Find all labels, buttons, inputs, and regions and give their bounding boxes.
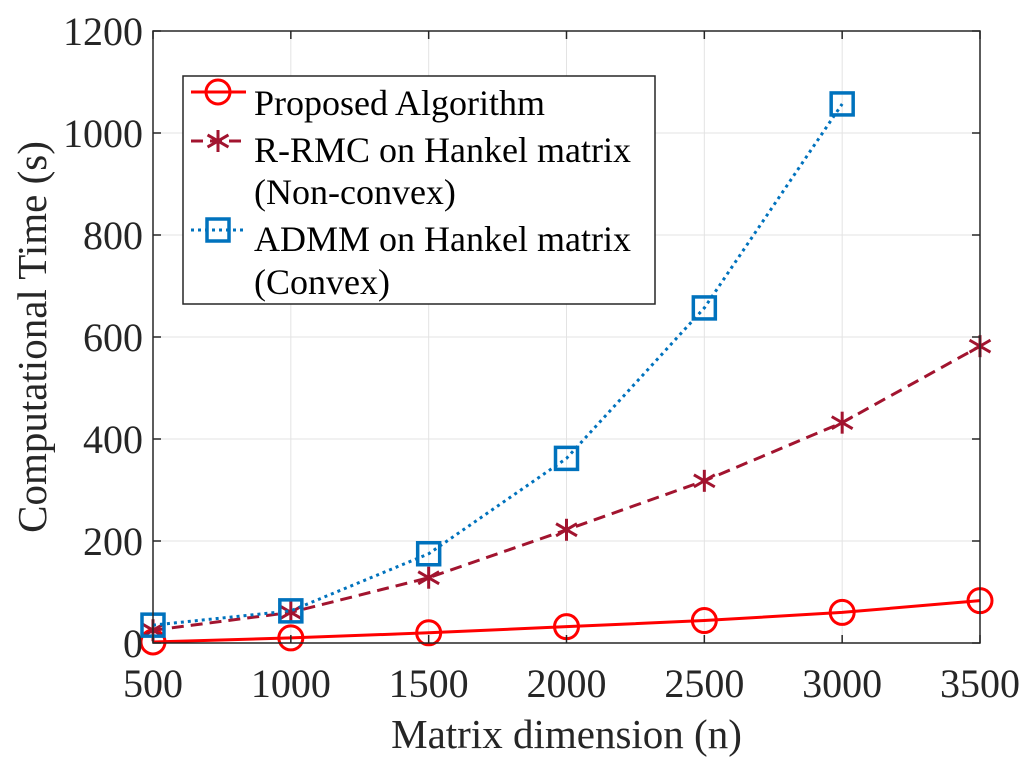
x-tick-label: 2000 bbox=[527, 661, 607, 706]
y-tick-label: 600 bbox=[83, 315, 143, 360]
y-tick-label: 200 bbox=[83, 519, 143, 564]
data-point bbox=[693, 469, 716, 492]
legend-label: (Non-convex) bbox=[254, 172, 456, 212]
x-tick-label: 3500 bbox=[940, 661, 1020, 706]
x-tick-label: 500 bbox=[123, 661, 183, 706]
legend-label: R-RMC on Hankel matrix bbox=[254, 130, 631, 170]
data-point bbox=[204, 78, 232, 106]
data-point bbox=[206, 130, 230, 152]
data-point bbox=[690, 607, 718, 635]
data-point bbox=[277, 624, 305, 652]
x-tick-label: 1000 bbox=[251, 661, 331, 706]
x-tick-label: 2500 bbox=[664, 661, 744, 706]
data-point bbox=[279, 601, 303, 624]
y-axis-title: Computational Time (s) bbox=[9, 141, 55, 533]
data-point bbox=[205, 217, 231, 243]
y-tick-label: 1000 bbox=[63, 111, 143, 156]
legend-label: ADMM on Hankel matrix bbox=[254, 219, 631, 259]
legend-label: Proposed Algorithm bbox=[254, 83, 545, 123]
legend-entry: ADMM on Hankel matrix(Convex) bbox=[191, 217, 631, 302]
series-line bbox=[152, 103, 844, 627]
asterisk-stroke bbox=[555, 522, 578, 538]
y-tick-label: 0 bbox=[123, 621, 143, 666]
legend-box bbox=[182, 75, 656, 305]
legend-entry: R-RMC on Hankel matrix(Non-convex) bbox=[191, 130, 631, 212]
data-point bbox=[417, 566, 440, 589]
data-point bbox=[829, 91, 855, 117]
asterisk-stroke bbox=[830, 415, 854, 431]
data-point bbox=[553, 445, 580, 472]
axes: 500 1000 1500 2000 2500 3000 3500 0 200 400 600 800… bbox=[63, 9, 1020, 706]
x-tick-label: 1500 bbox=[389, 661, 469, 706]
asterisk-stroke bbox=[206, 133, 230, 149]
data-point bbox=[691, 295, 718, 321]
y-tick-label: 800 bbox=[83, 213, 143, 258]
data-point bbox=[278, 598, 304, 624]
series-layer bbox=[139, 91, 994, 656]
data-point bbox=[415, 541, 442, 567]
data-point bbox=[555, 518, 578, 541]
asterisk-stroke bbox=[417, 570, 440, 586]
legend: Proposed Algorithm R-RMC on Hankel matrix… bbox=[182, 75, 656, 305]
x-axis-title: Matrix dimension (n) bbox=[391, 711, 742, 757]
x-tick-label: 3000 bbox=[802, 661, 882, 706]
y-tick-label: 400 bbox=[83, 417, 143, 462]
data-point bbox=[415, 619, 443, 647]
data-point bbox=[828, 598, 856, 626]
y-tick-label: 1200 bbox=[63, 9, 143, 54]
data-point bbox=[830, 411, 854, 434]
asterisk-stroke bbox=[279, 605, 303, 620]
legend-label: (Convex) bbox=[254, 262, 390, 302]
legend-entry: Proposed Algorithm bbox=[191, 78, 545, 123]
asterisk-stroke bbox=[693, 473, 716, 489]
